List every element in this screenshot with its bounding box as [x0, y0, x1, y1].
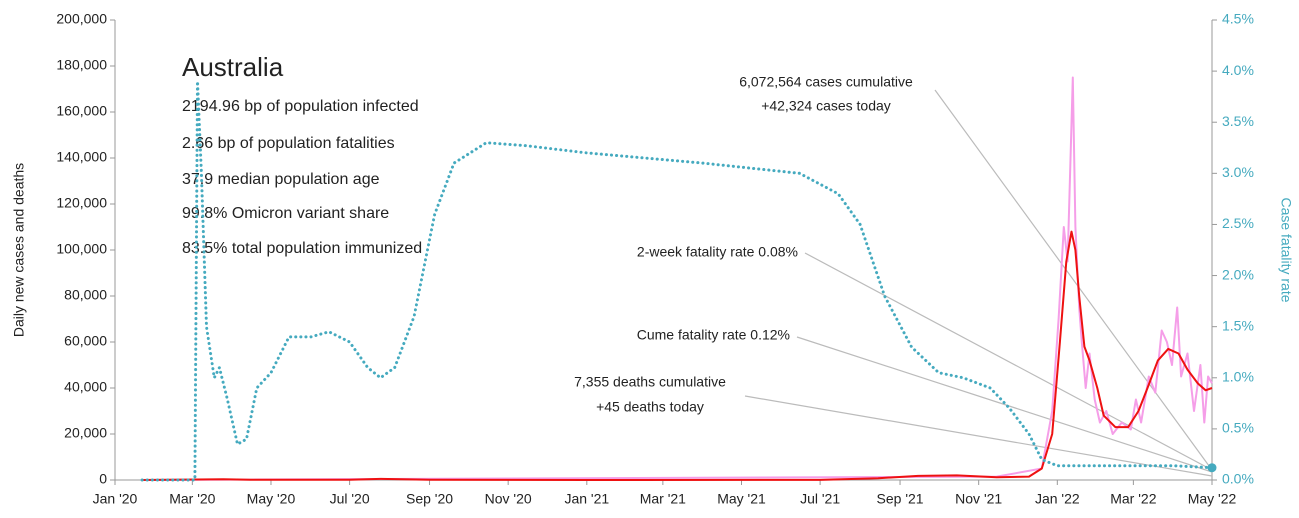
- x-tick-label: Jan '22: [1035, 491, 1080, 507]
- x-tick-label: May '20: [247, 491, 296, 507]
- y-axis-label: Daily new cases and deaths: [11, 163, 27, 337]
- annotation: 2-week fatality rate 0.08%: [637, 244, 798, 260]
- y-tick-label: 200,000: [56, 11, 107, 27]
- info-line: 83.5% total population immunized: [182, 240, 422, 257]
- leader-line: [934, 89, 1213, 471]
- x-tick-label: Mar '20: [169, 491, 215, 507]
- y-tick-label: 40,000: [64, 379, 107, 395]
- y2-tick-label: 3.5%: [1222, 113, 1254, 129]
- y2-tick-label: 1.5%: [1222, 317, 1254, 333]
- y-tick-label: 140,000: [56, 149, 107, 165]
- y-tick-label: 180,000: [56, 57, 107, 73]
- annotation: 7,355 deaths cumulative: [574, 374, 726, 390]
- x-tick-label: Sep '20: [406, 491, 453, 507]
- y-tick-label: 0: [99, 471, 107, 487]
- y-tick-label: 80,000: [64, 287, 107, 303]
- y2-tick-label: 1.0%: [1222, 368, 1254, 384]
- info-line: 37.9 median population age: [182, 171, 380, 188]
- x-tick-label: Jan '21: [564, 491, 609, 507]
- x-tick-label: May '22: [1188, 491, 1237, 507]
- info-line: 2.66 bp of population fatalities: [182, 135, 395, 152]
- y2-tick-label: 4.0%: [1222, 62, 1254, 78]
- annotation: +42,324 cases today: [761, 98, 891, 114]
- x-tick-label: Mar '22: [1110, 491, 1156, 507]
- y-tick-label: 60,000: [64, 333, 107, 349]
- chart-title: Australia: [182, 52, 284, 82]
- y2-axis-label: Case fatality rate: [1278, 197, 1294, 302]
- annotation: Cume fatality rate 0.12%: [637, 327, 790, 343]
- x-tick-label: Nov '20: [485, 491, 532, 507]
- series-line: [140, 79, 1214, 482]
- leaders: [744, 89, 1213, 477]
- y-tick-label: 20,000: [64, 425, 107, 441]
- end-marker: [1207, 463, 1217, 473]
- y2-tick-label: 2.5%: [1222, 215, 1254, 231]
- x-tick-label: Jul '20: [330, 491, 370, 507]
- x-tick-label: May '21: [717, 491, 766, 507]
- x-tick-label: Nov '21: [955, 491, 1002, 507]
- info-line: 2194.96 bp of population infected: [182, 98, 419, 115]
- y-tick-label: 100,000: [56, 241, 107, 257]
- y2-tick-label: 0.5%: [1222, 420, 1254, 436]
- leader-line: [796, 336, 1213, 473]
- y-tick-label: 160,000: [56, 103, 107, 119]
- leader-line: [744, 395, 1213, 477]
- y2-tick-label: 3.0%: [1222, 164, 1254, 180]
- leader-line: [804, 252, 1213, 471]
- x-tick-label: Mar '21: [640, 491, 686, 507]
- x-tick-label: Jul '21: [800, 491, 840, 507]
- y2-tick-label: 0.0%: [1222, 471, 1254, 487]
- y-tick-label: 120,000: [56, 195, 107, 211]
- x-tick-label: Sep '21: [877, 491, 924, 507]
- info-line: 99.8% Omicron variant share: [182, 205, 389, 222]
- x-tick-label: Jan '20: [93, 491, 138, 507]
- series-line: [142, 230, 1213, 481]
- annotation: +45 deaths today: [596, 399, 704, 415]
- y2-tick-label: 4.5%: [1222, 11, 1254, 27]
- y2-tick-label: 2.0%: [1222, 266, 1254, 282]
- annotation: 6,072,564 cases cumulative: [739, 74, 913, 90]
